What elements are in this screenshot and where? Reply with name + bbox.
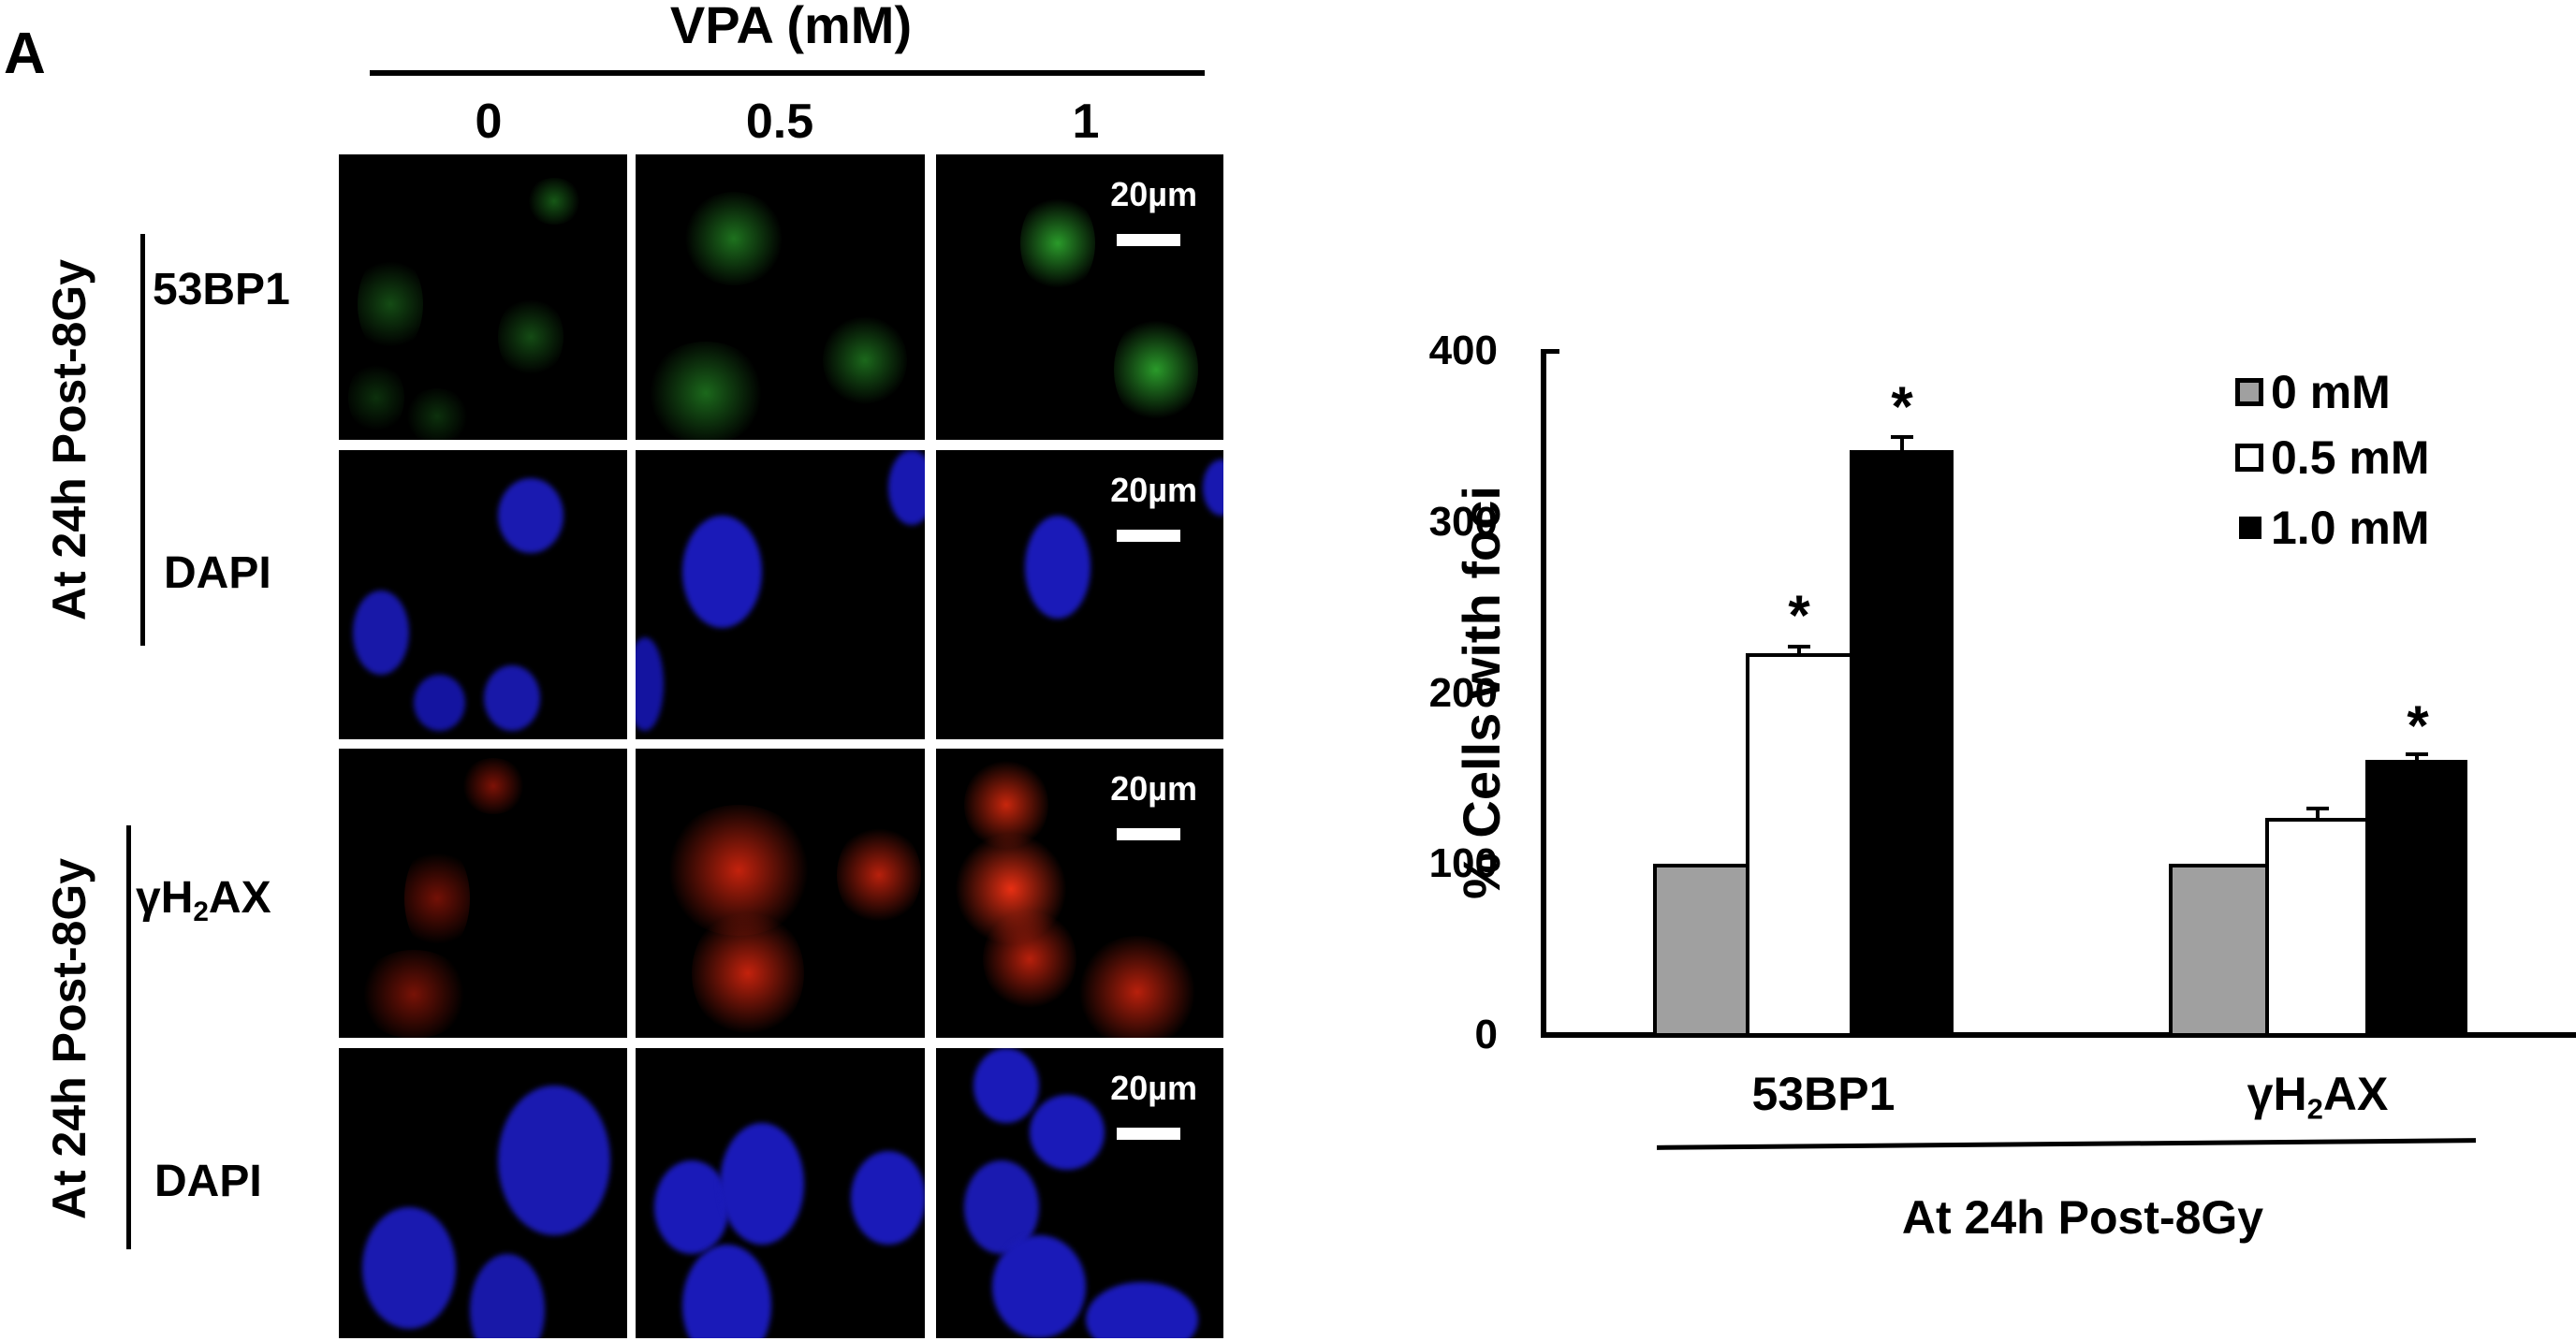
scale-bar-label: 20µm (1110, 1069, 1197, 1107)
bar-53bp1-0-5mm (1746, 653, 1853, 1037)
significance-star: * (2407, 694, 2429, 757)
legend-item-1mm: 1.0 mM (2235, 501, 2430, 555)
group-1-bracket-line (140, 234, 145, 646)
row-label-gh2ax: γH2AX (136, 873, 271, 927)
legend-label: 1.0 mM (2271, 502, 2430, 554)
y-tick (1541, 349, 1559, 354)
panel-letter: A (4, 22, 46, 86)
y-axis (1541, 349, 1546, 1038)
bar-53bp1-1mm (1850, 450, 1954, 1037)
legend-swatch-black (2239, 517, 2261, 539)
significance-star: * (1891, 375, 1913, 438)
scale-bar-label: 20µm (1110, 471, 1197, 509)
bar-gh2ax-0-5mm (2265, 818, 2369, 1037)
column-header-0: 0 (475, 95, 503, 149)
bar-53bp1-0mm (1653, 864, 1749, 1037)
error-cap (1788, 645, 1810, 649)
error-cap (2406, 752, 2428, 756)
x-axis-label: At 24h Post-8Gy (1901, 1191, 2264, 1244)
y-tick-label-400: 400 (1428, 328, 1498, 373)
image-dapi2-vpa-0 (339, 1048, 627, 1338)
x-axis (1541, 1032, 2576, 1038)
bar-gh2ax-0mm (2169, 864, 2269, 1037)
column-header-1: 1 (1072, 95, 1100, 149)
image-gh2ax-vpa-0 (339, 749, 627, 1038)
error-cap (2306, 807, 2329, 810)
error-bar (2316, 809, 2320, 820)
treatment-title: VPA (mM) (669, 0, 913, 54)
significance-star: * (1788, 584, 1810, 647)
x-category-53bp1: 53BP1 (1751, 1068, 1895, 1120)
error-bar (1797, 647, 1801, 655)
scale-bar (1117, 530, 1180, 542)
y-tick-label-100: 100 (1428, 840, 1498, 886)
group-2-bracket-line (126, 825, 131, 1249)
y-tick-label-200: 200 (1428, 670, 1498, 716)
image-gh2ax-vpa-1: 20µm (936, 749, 1223, 1038)
image-dapi1-vpa-0 (339, 450, 627, 739)
image-gh2ax-vpa-0-5 (636, 749, 925, 1038)
error-bar (1900, 437, 1904, 452)
error-cap (1891, 435, 1913, 439)
y-tick-label-300: 300 (1428, 499, 1498, 545)
scale-bar (1117, 828, 1180, 840)
x-group-bracket-line (1656, 1138, 2477, 1150)
image-53bp1-vpa-0 (339, 154, 627, 440)
scale-bar-label: 20µm (1110, 769, 1197, 808)
group-label-2: At 24h Post-8Gy (43, 857, 95, 1220)
image-dapi1-vpa-0-5 (636, 450, 925, 739)
error-bar (2415, 754, 2419, 762)
row-label-dapi-2: DAPI (154, 1157, 262, 1206)
row-label-53bp1: 53BP1 (153, 265, 290, 314)
x-category-gh2ax: γH2AX (2247, 1068, 2389, 1126)
image-dapi2-vpa-1: 20µm (936, 1048, 1223, 1338)
image-53bp1-vpa-0-5 (636, 154, 925, 440)
legend-swatch-gray (2235, 378, 2263, 406)
y-tick-label-0: 0 (1474, 1012, 1498, 1057)
column-header-0-5: 0.5 (745, 95, 814, 149)
image-dapi1-vpa-1: 20µm (936, 450, 1223, 739)
scale-bar-label: 20µm (1110, 175, 1197, 213)
group-label-1: At 24h Post-8Gy (43, 258, 95, 621)
legend-label: 0.5 mM (2271, 431, 2430, 484)
treatment-bracket-line (370, 70, 1205, 76)
legend-item-0mm: 0 mM (2235, 365, 2391, 419)
scale-bar (1117, 1128, 1180, 1140)
image-53bp1-vpa-1: 20µm (936, 154, 1223, 440)
scale-bar (1117, 234, 1180, 246)
legend-item-0-5mm: 0.5 mM (2235, 430, 2430, 485)
bar-gh2ax-1mm (2365, 760, 2467, 1037)
image-dapi2-vpa-0-5 (636, 1048, 925, 1338)
legend-swatch-white (2235, 444, 2263, 472)
legend-label: 0 mM (2271, 366, 2391, 418)
row-label-dapi-1: DAPI (164, 548, 271, 598)
